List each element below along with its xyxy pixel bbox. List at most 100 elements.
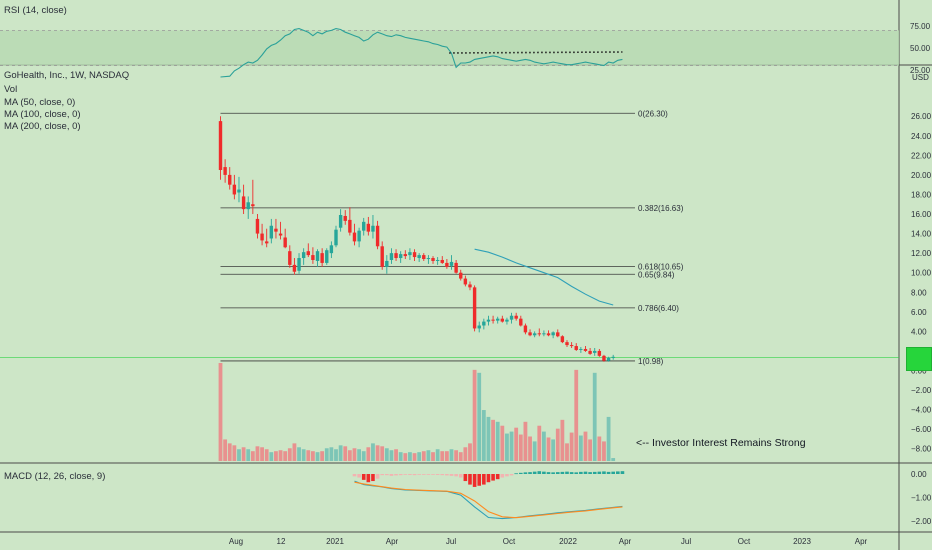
macd-histogram-bar: [565, 471, 569, 474]
volume-bar: [260, 447, 264, 461]
candle-body: [385, 260, 389, 267]
last-price-tag: [906, 347, 932, 371]
macd-histogram-bar: [551, 472, 555, 474]
candle-body: [468, 284, 472, 288]
candle-body: [597, 350, 602, 356]
macd-histogram-bar: [482, 474, 486, 485]
macd-histogram-bar: [468, 474, 472, 485]
volume-bar: [311, 451, 315, 461]
volume-bar: [463, 447, 468, 461]
volume-bar: [320, 451, 325, 461]
time-axis-label: 12: [277, 537, 286, 546]
time-axis-label: Apr: [619, 537, 632, 546]
volume-bar: [435, 449, 440, 461]
candle-body: [556, 332, 560, 337]
volume-bar: [394, 449, 398, 461]
macd-histogram-bar: [546, 472, 551, 474]
candle-body: [412, 252, 417, 258]
symbol-label[interactable]: GoHealth, Inc., 1W, NASDAQ: [4, 70, 130, 81]
fib-level-label: 1(0.98): [638, 357, 664, 366]
volume-bar: [477, 372, 482, 461]
candle-body: [477, 325, 481, 329]
volume-bar: [306, 450, 311, 461]
ma100-label[interactable]: MA (100, close, 0): [4, 109, 81, 120]
price-tick-label: 16.00: [911, 210, 932, 219]
candle-body: [569, 345, 574, 347]
volume-bar: [611, 458, 616, 461]
macd-histogram-bar: [361, 474, 366, 480]
macd-histogram-bar: [505, 474, 509, 477]
candle-body: [389, 253, 394, 260]
volume-bar: [408, 452, 412, 461]
candle-body: [288, 251, 292, 265]
macd-histogram-bar: [588, 472, 592, 474]
volume-bar: [269, 452, 274, 461]
candle-body: [574, 346, 578, 350]
volume-bar: [412, 453, 417, 461]
volume-bar: [223, 439, 228, 461]
macd-histogram-bar: [583, 471, 588, 474]
volume-bar: [472, 369, 477, 461]
vol-label[interactable]: Vol: [4, 84, 18, 95]
time-axis-label: Apr: [386, 537, 399, 546]
candle-body: [486, 319, 491, 322]
volume-bar: [283, 451, 288, 461]
candle-body: [431, 258, 435, 261]
volume-bar: [509, 431, 514, 461]
candle-body: [371, 225, 375, 232]
candle-body: [265, 241, 269, 244]
ma50-label[interactable]: MA (50, close, 0): [4, 97, 76, 108]
time-axis-label: 2022: [559, 537, 577, 546]
volume-bar: [426, 450, 431, 461]
candle-body: [380, 246, 384, 267]
rsi-tick-label: 50.00: [910, 44, 931, 53]
candle-body: [362, 221, 366, 231]
volume-bar: [491, 419, 495, 461]
candle-body: [440, 259, 444, 263]
volume-bar: [454, 450, 459, 461]
candle-body: [528, 332, 532, 336]
candle-body: [532, 333, 537, 336]
volume-bar: [417, 452, 422, 461]
candle-body: [449, 261, 454, 266]
volume-bar: [592, 372, 597, 461]
macd-histogram-bar: [385, 474, 389, 476]
candle-body: [496, 318, 500, 321]
macd-histogram-bar: [542, 471, 546, 474]
volume-bar: [560, 419, 565, 461]
ma200-label[interactable]: MA (200, close, 0): [4, 121, 81, 132]
candle-body: [602, 355, 606, 361]
candle-body: [611, 356, 615, 358]
macd-tick-label: −2.00: [911, 517, 932, 526]
volume-bar: [449, 449, 454, 461]
candle-body: [274, 228, 278, 232]
volume-bar: [505, 433, 509, 461]
candle-body: [579, 348, 583, 350]
volume-bar: [227, 443, 232, 461]
volume-bar: [546, 437, 551, 461]
candle-body: [593, 350, 597, 353]
volume-bar: [458, 452, 463, 461]
volume-bar: [537, 425, 542, 461]
candle-body: [357, 230, 361, 242]
candle-body: [445, 262, 449, 267]
volume-bar: [532, 441, 537, 461]
macd-histogram-bar: [579, 471, 583, 474]
annotation-text[interactable]: <-- Investor Interest Remains Strong: [636, 437, 806, 449]
fib-level-label: 0.382(16.63): [638, 204, 684, 213]
volume-bar: [588, 439, 592, 461]
candle-body: [417, 255, 421, 259]
macd-histogram-bar: [560, 471, 565, 474]
candle-body: [297, 258, 301, 271]
candle-body: [232, 184, 237, 195]
macd-histogram-bar: [449, 474, 454, 476]
candle-body: [519, 318, 523, 326]
rsi-label[interactable]: RSI (14, close): [4, 5, 67, 16]
volume-bar: [352, 448, 357, 461]
macd-histogram-bar: [421, 474, 426, 475]
volume-bar: [301, 449, 306, 461]
macd-label[interactable]: MACD (12, 26, close, 9): [4, 471, 106, 482]
volume-bar: [528, 436, 532, 461]
